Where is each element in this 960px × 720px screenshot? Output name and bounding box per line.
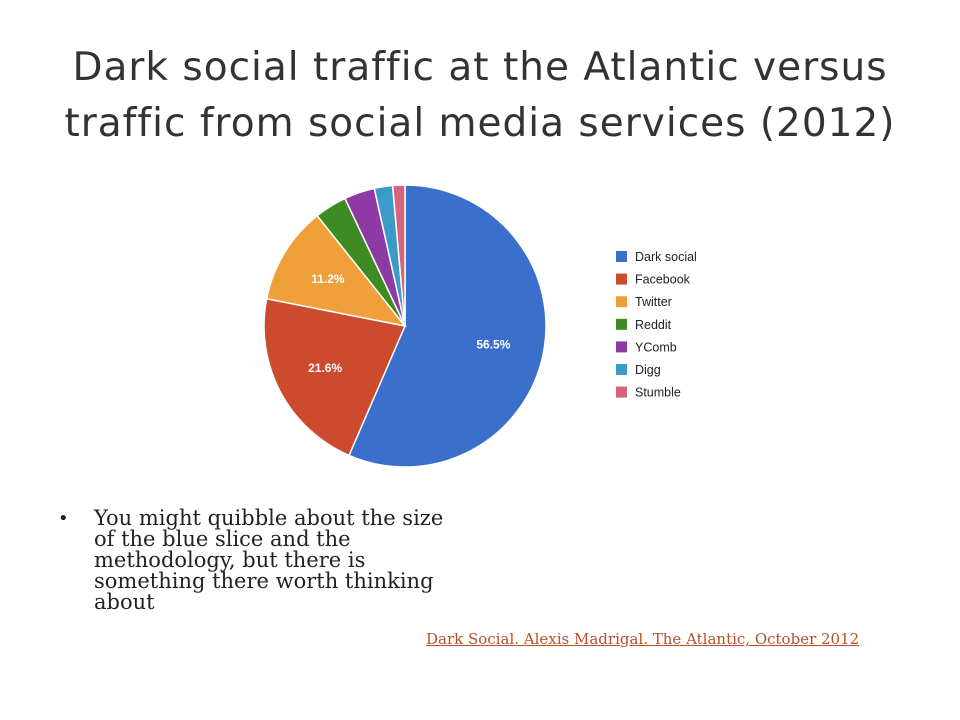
legend-label: Digg [635, 363, 661, 377]
legend-label: Dark social [635, 250, 697, 264]
legend-swatch [616, 273, 627, 285]
legend-swatch [616, 386, 627, 398]
bullet-text: You might quibble about the size of the … [94, 506, 444, 614]
legend-label: Twitter [635, 295, 672, 309]
legend-swatch [616, 251, 627, 262]
legend-label: Reddit [635, 318, 672, 332]
slide-title-line-2: traffic from social media services (2012… [64, 101, 896, 146]
legend-label: YComb [635, 340, 677, 354]
pie-data-label: 56.5% [476, 337, 510, 351]
source-link[interactable]: Dark Social. Alexis Madrigal. The Atlant… [426, 630, 860, 648]
bullet-dot-icon: • [58, 508, 69, 529]
pie-data-label: 21.6% [308, 361, 342, 375]
pie-slice-facebook [263, 297, 407, 457]
legend-swatch [616, 296, 627, 308]
legend-swatch [616, 364, 627, 375]
legend-swatch [616, 318, 627, 330]
pie-slice-stumble [391, 184, 406, 327]
legend-label: Facebook [635, 273, 691, 287]
pie-slice-twitter [265, 214, 407, 328]
legend-swatch [616, 341, 627, 353]
slide-title-line-1: Dark social traffic at the Atlantic vers… [72, 45, 888, 90]
pie-slice-dark-social [348, 184, 547, 468]
slide-title: Dark social traffic at the Atlantic vers… [30, 40, 930, 152]
legend-label: Stumble [635, 386, 681, 400]
pie-data-label: 11.2% [311, 272, 345, 286]
